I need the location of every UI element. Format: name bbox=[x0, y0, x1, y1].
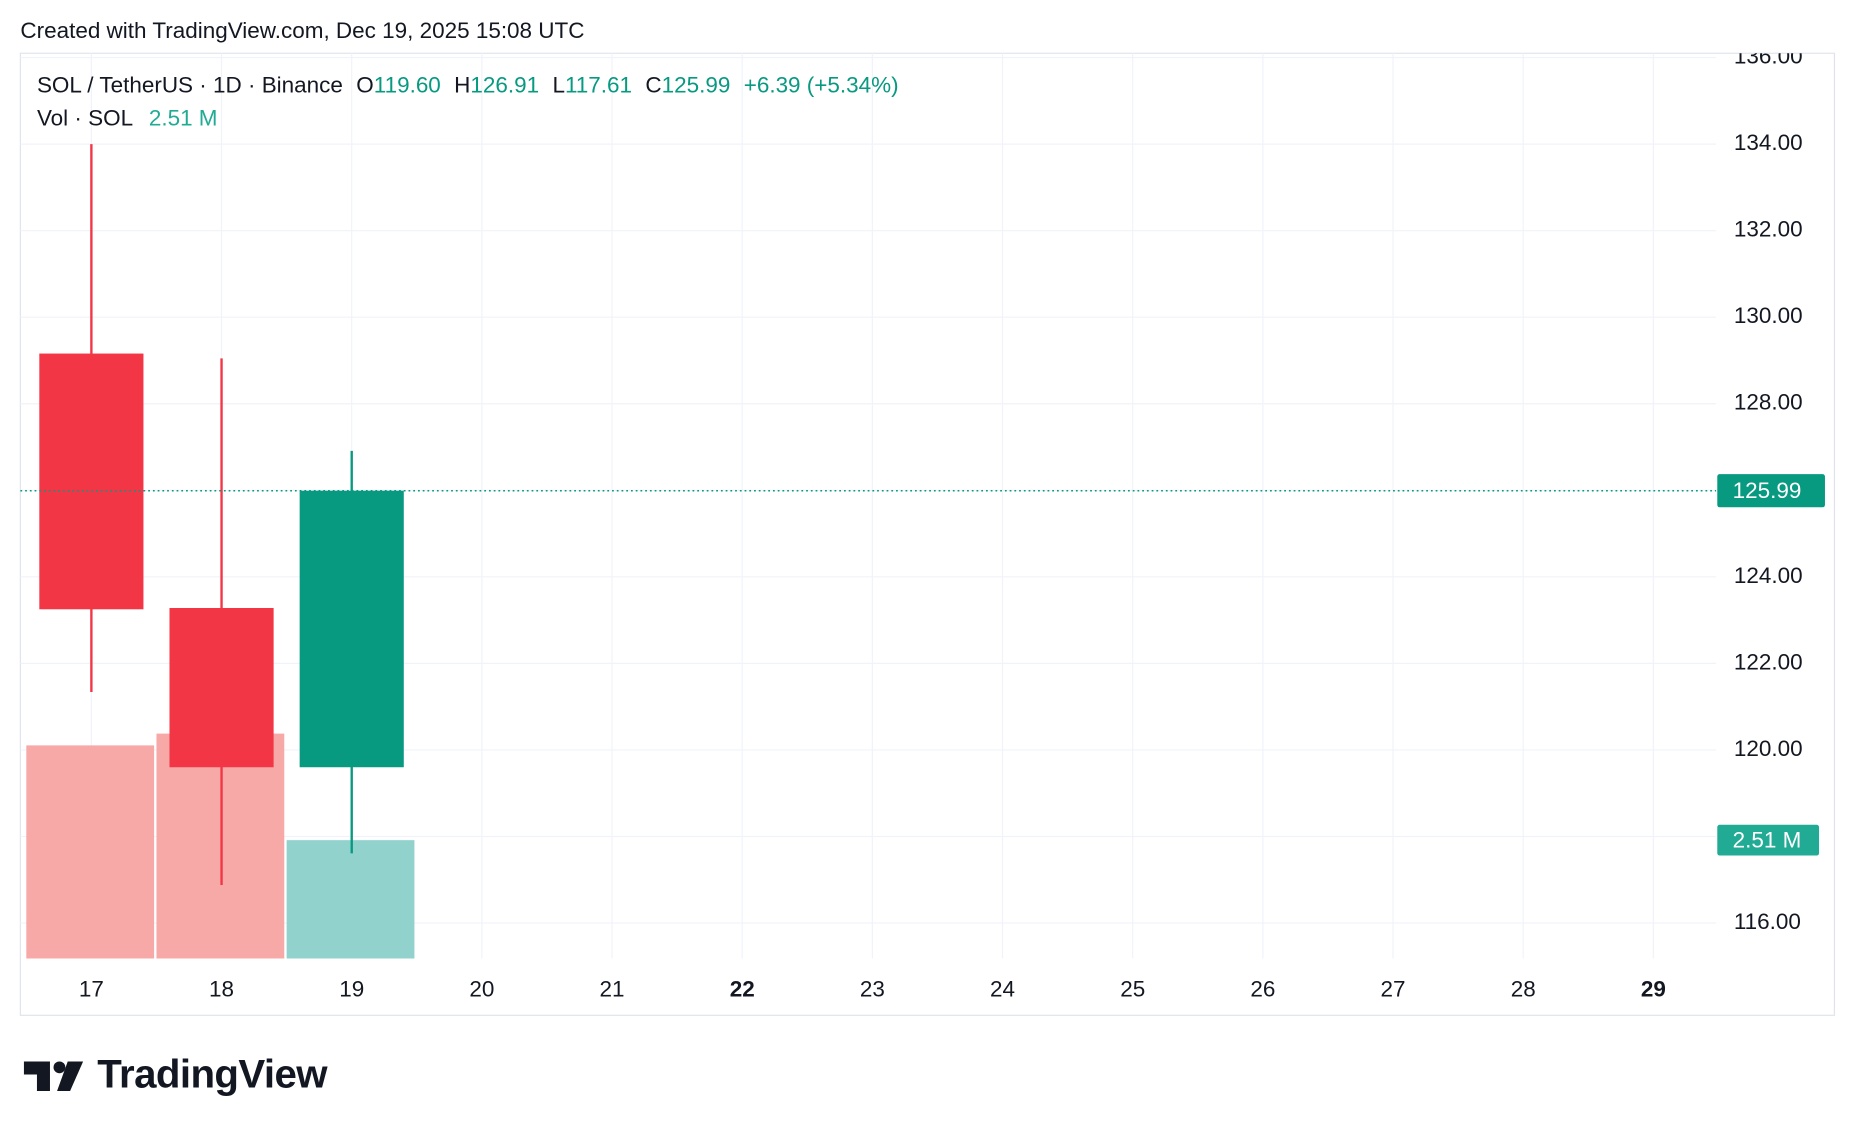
x-tick-label: 17 bbox=[79, 976, 104, 1001]
open-value: 119.60 bbox=[374, 72, 441, 97]
logo-text: TradingView bbox=[97, 1051, 328, 1096]
volume-bar bbox=[26, 745, 155, 959]
low-value: 117.61 bbox=[565, 72, 632, 97]
y-tick-label: 120.00 bbox=[1734, 736, 1803, 761]
y-tick-label: 122.00 bbox=[1734, 649, 1803, 674]
volume-value: 2.51 M bbox=[149, 105, 218, 130]
candle-body bbox=[299, 490, 404, 768]
y-tick-label: 116.00 bbox=[1734, 909, 1801, 934]
price-axis: 116.00 120.00 122.00 124.00 128.00 130.00 132.… bbox=[1734, 44, 1803, 934]
x-tick-label: 20 bbox=[469, 976, 494, 1001]
x-tick-label: 28 bbox=[1511, 976, 1536, 1001]
last-price-label: 125.99 bbox=[1733, 478, 1802, 503]
high-value: 126.91 bbox=[470, 72, 539, 97]
price-pane bbox=[39, 144, 404, 885]
candle-body bbox=[39, 353, 144, 610]
x-tick-label: 25 bbox=[1120, 976, 1145, 1001]
x-tick-label: 22 bbox=[730, 976, 755, 1001]
x-tick-label: 26 bbox=[1250, 976, 1275, 1001]
open-key: O bbox=[356, 72, 373, 97]
x-tick-label: 19 bbox=[339, 976, 364, 1001]
x-tick-label: 23 bbox=[860, 976, 885, 1001]
volume-legend: Vol · SOL 2.51 M bbox=[37, 105, 218, 130]
x-tick-label: 21 bbox=[600, 976, 625, 1001]
y-tick-label: 134.00 bbox=[1734, 130, 1803, 155]
legend: SOL / TetherUS · 1D · Binance O119.60 H1… bbox=[37, 72, 899, 97]
last-price-tag bbox=[1717, 474, 1825, 508]
close-value: 125.99 bbox=[662, 72, 731, 97]
x-tick-label: 18 bbox=[209, 976, 234, 1001]
volume-bar bbox=[286, 840, 415, 959]
low-key: L bbox=[552, 72, 565, 97]
high-key: H bbox=[454, 72, 470, 97]
x-tick-label: 29 bbox=[1641, 976, 1666, 1001]
y-tick-label: 136.00 bbox=[1734, 44, 1803, 69]
chart-frame bbox=[19, 52, 1836, 1016]
candle-body bbox=[169, 607, 274, 768]
credit: Created with TradingView.com, Dec 19, 20… bbox=[20, 18, 584, 43]
logo-slash bbox=[57, 1061, 84, 1092]
x-tick-label: 24 bbox=[990, 976, 1015, 1001]
x-tick-label: 27 bbox=[1381, 976, 1406, 1001]
close-key: C bbox=[645, 72, 661, 97]
logo-dot bbox=[53, 1061, 66, 1074]
volume-title: Vol · SOL bbox=[37, 105, 133, 130]
price-tags: 125.99 2.51 M bbox=[20, 474, 1825, 856]
logo: TradingView bbox=[23, 1051, 329, 1096]
logo-mark bbox=[23, 1061, 65, 1092]
change: +6.39 (+5.34%) bbox=[744, 72, 899, 97]
y-tick-label: 128.00 bbox=[1734, 390, 1803, 415]
y-tick-label: 130.00 bbox=[1734, 303, 1803, 328]
y-tick-label: 132.00 bbox=[1734, 217, 1803, 242]
symbol: SOL / TetherUS · 1D · Binance bbox=[37, 72, 343, 97]
y-tick-label: 124.00 bbox=[1734, 563, 1803, 588]
volume-tag bbox=[1717, 824, 1820, 856]
volume-tag-label: 2.51 M bbox=[1733, 827, 1802, 852]
